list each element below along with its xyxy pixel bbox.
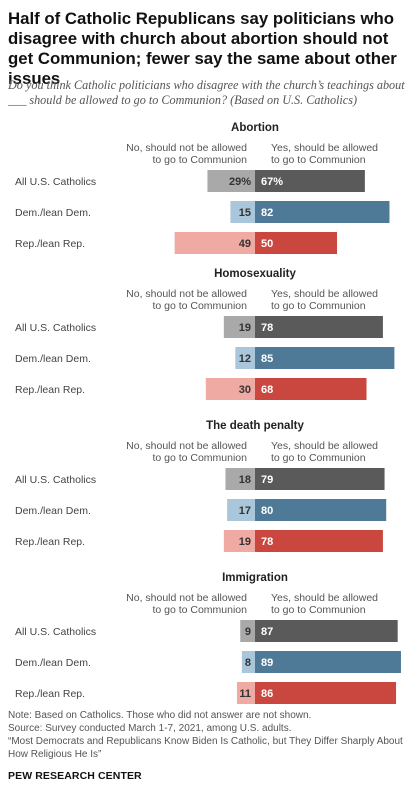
- value-label-no: 19: [239, 322, 251, 334]
- bar-no: [174, 232, 255, 254]
- value-label-yes: 89: [261, 657, 273, 669]
- bar-yes: [255, 682, 397, 704]
- no-header-line1: No, should not be allowed: [126, 592, 247, 604]
- bar-no: [227, 499, 255, 521]
- no-header-line1: No, should not be allowed: [126, 142, 247, 154]
- value-label-no: 19: [239, 536, 251, 548]
- bar-no: [225, 468, 255, 490]
- value-label-yes: 68: [261, 384, 273, 396]
- bar-yes: [255, 347, 395, 369]
- no-header-line2: to go to Communion: [152, 452, 247, 464]
- category-label: Dem./lean Dem.: [15, 505, 91, 517]
- bar-no: [235, 347, 255, 369]
- bar-no: [205, 378, 255, 400]
- value-label-yes: 85: [261, 353, 273, 365]
- yes-header-line2: to go to Communion: [271, 452, 366, 464]
- value-label-yes: 79: [261, 474, 273, 486]
- yes-header-line1: Yes, should be allowed: [271, 440, 378, 452]
- yes-header-line2: to go to Communion: [271, 154, 366, 166]
- bar-yes: [255, 378, 367, 400]
- bar-yes: [255, 651, 401, 673]
- category-label: All U.S. Catholics: [15, 322, 96, 334]
- category-label: Rep./lean Rep.: [15, 536, 85, 548]
- bar-no: [241, 651, 255, 673]
- value-label-yes: 78: [261, 322, 273, 334]
- panel-title: Abortion: [231, 122, 279, 134]
- bar-no: [207, 170, 255, 192]
- bar-no: [236, 682, 255, 704]
- bar-no: [230, 201, 255, 223]
- value-label-no: 49: [239, 238, 251, 250]
- category-label: Dem./lean Dem.: [15, 207, 91, 219]
- category-label: All U.S. Catholics: [15, 626, 96, 638]
- value-label-yes: 82: [261, 207, 273, 219]
- yes-header-line2: to go to Communion: [271, 300, 366, 312]
- value-label-no: 18: [239, 474, 251, 486]
- category-label: Dem./lean Dem.: [15, 657, 91, 669]
- value-label-yes: 67%: [261, 176, 283, 188]
- bar-yes: [255, 620, 398, 642]
- bar-yes: [255, 468, 385, 490]
- value-label-no: 30: [239, 384, 251, 396]
- value-label-yes: 86: [261, 688, 273, 700]
- value-label-yes: 78: [261, 536, 273, 548]
- bar-yes: [255, 201, 390, 223]
- value-label-yes: 50: [261, 238, 273, 250]
- yes-header-line1: Yes, should be allowed: [271, 288, 378, 300]
- note-text: Note: Based on Catholics. Those who did …: [8, 710, 312, 721]
- yes-header-line1: Yes, should be allowed: [271, 142, 378, 154]
- no-header-line2: to go to Communion: [152, 604, 247, 616]
- value-label-yes: 80: [261, 505, 273, 517]
- value-label-no: 9: [245, 626, 251, 638]
- bar-no: [240, 620, 255, 642]
- bar-yes: [255, 530, 383, 552]
- no-header-line2: to go to Communion: [152, 300, 247, 312]
- value-label-no: 29%: [229, 176, 251, 188]
- pew-credit: PEW RESEARCH CENTER: [8, 770, 142, 782]
- bar-no: [223, 316, 255, 338]
- notes: Note: Based on Catholics. Those who did …: [8, 709, 413, 761]
- bar-yes: [255, 170, 365, 192]
- value-label-no: 12: [239, 353, 251, 365]
- value-label-no: 15: [239, 207, 251, 219]
- value-label-no: 11: [239, 688, 251, 700]
- bar-yes: [255, 232, 337, 254]
- bar-no: [223, 530, 255, 552]
- chart-subtitle: Do you think Catholic politicians who di…: [8, 78, 405, 107]
- bar-yes: [255, 316, 383, 338]
- yes-header-line2: to go to Communion: [271, 604, 366, 616]
- panel-title: The death penalty: [206, 420, 304, 432]
- value-label-yes: 87: [261, 626, 273, 638]
- source-text: Source: Survey conducted March 1-7, 2021…: [8, 723, 292, 734]
- value-label-no: 17: [239, 505, 251, 517]
- category-label: Rep./lean Rep.: [15, 238, 85, 250]
- bar-yes: [255, 499, 387, 521]
- chart-title: Half of Catholic Republicans say politic…: [8, 9, 397, 88]
- no-header-line2: to go to Communion: [152, 154, 247, 166]
- panel-title: Homosexuality: [214, 268, 296, 280]
- panel-title: Immigration: [222, 572, 288, 584]
- yes-header-line1: Yes, should be allowed: [271, 592, 378, 604]
- category-label: Rep./lean Rep.: [15, 688, 85, 700]
- value-label-no: 8: [245, 657, 251, 669]
- category-label: All U.S. Catholics: [15, 474, 96, 486]
- category-label: Dem./lean Dem.: [15, 353, 91, 365]
- category-label: Rep./lean Rep.: [15, 384, 85, 396]
- no-header-line1: No, should not be allowed: [126, 440, 247, 452]
- no-header-line1: No, should not be allowed: [126, 288, 247, 300]
- category-label: All U.S. Catholics: [15, 176, 96, 188]
- report-text: “Most Democrats and Republicans Know Bid…: [8, 736, 403, 760]
